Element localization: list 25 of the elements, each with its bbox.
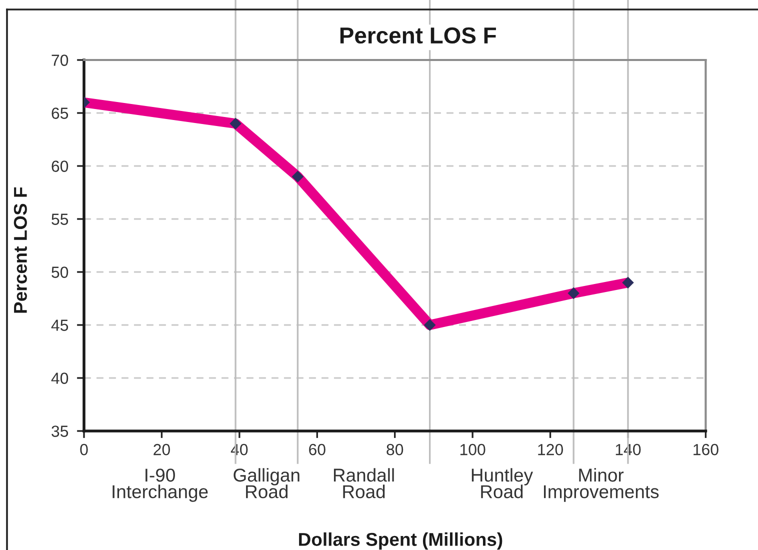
chart-title: Percent LOS F: [340, 27, 496, 44]
x-tick-label: 20: [154, 444, 170, 456]
x-tick-label: 120: [538, 444, 563, 456]
y-tick-label: 60: [52, 160, 68, 172]
y-tick-label: 50: [52, 266, 68, 278]
x-axis-title: Dollars Spent (Millions): [299, 532, 502, 550]
ref-line-label: I-90 Interchange: [112, 468, 208, 502]
y-tick-label: 45: [51, 320, 68, 331]
ref-line-label: Randall Road: [334, 468, 394, 498]
ref-line-label: Minor Improvements: [544, 468, 659, 502]
ref-line-label: Huntley Road: [472, 468, 533, 498]
y-tick-label: 55: [52, 214, 68, 225]
y-tick-label: 35: [52, 426, 68, 437]
y-tick-label: 65: [52, 108, 68, 119]
ref-line-label: Galligan Road: [234, 468, 300, 498]
x-tick-label: 0: [80, 444, 88, 456]
x-tick-label: 60: [309, 444, 326, 456]
x-tick-label: 140: [616, 444, 641, 456]
y-axis-title: Percent LOS F: [14, 187, 27, 313]
x-tick-label: 80: [386, 444, 404, 456]
y-tick-label: 40: [51, 372, 68, 384]
y-tick-label: 70: [52, 54, 68, 66]
x-tick-label: 40: [230, 444, 248, 456]
x-tick-label: 100: [460, 444, 486, 456]
x-tick-label: 160: [694, 444, 718, 456]
